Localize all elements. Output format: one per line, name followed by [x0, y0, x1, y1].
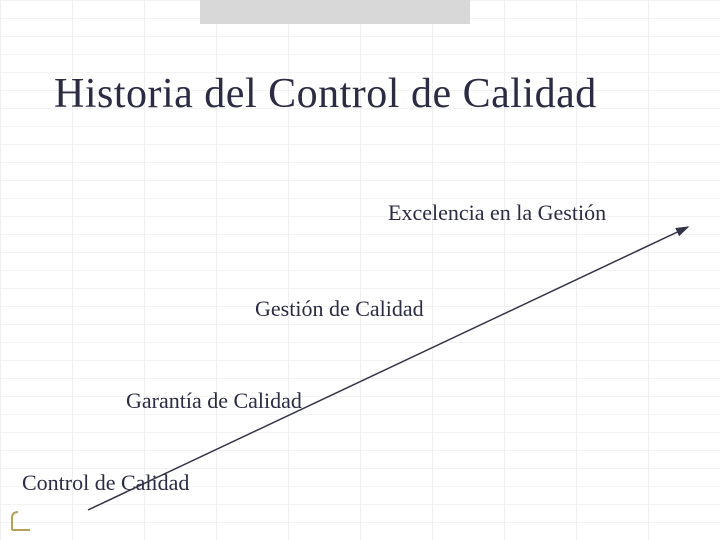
corner-decor-icon: [10, 510, 32, 532]
stage-excelencia: Excelencia en la Gestión: [388, 200, 606, 226]
stage-control: Control de Calidad: [22, 470, 189, 496]
stage-garantia: Garantía de Calidad: [126, 388, 302, 414]
slide-title: Historia del Control de Calidad: [54, 70, 597, 118]
top-accent-bar: [200, 0, 470, 24]
corner-decor-path: [12, 512, 30, 530]
stage-gestion: Gestión de Calidad: [255, 296, 424, 322]
